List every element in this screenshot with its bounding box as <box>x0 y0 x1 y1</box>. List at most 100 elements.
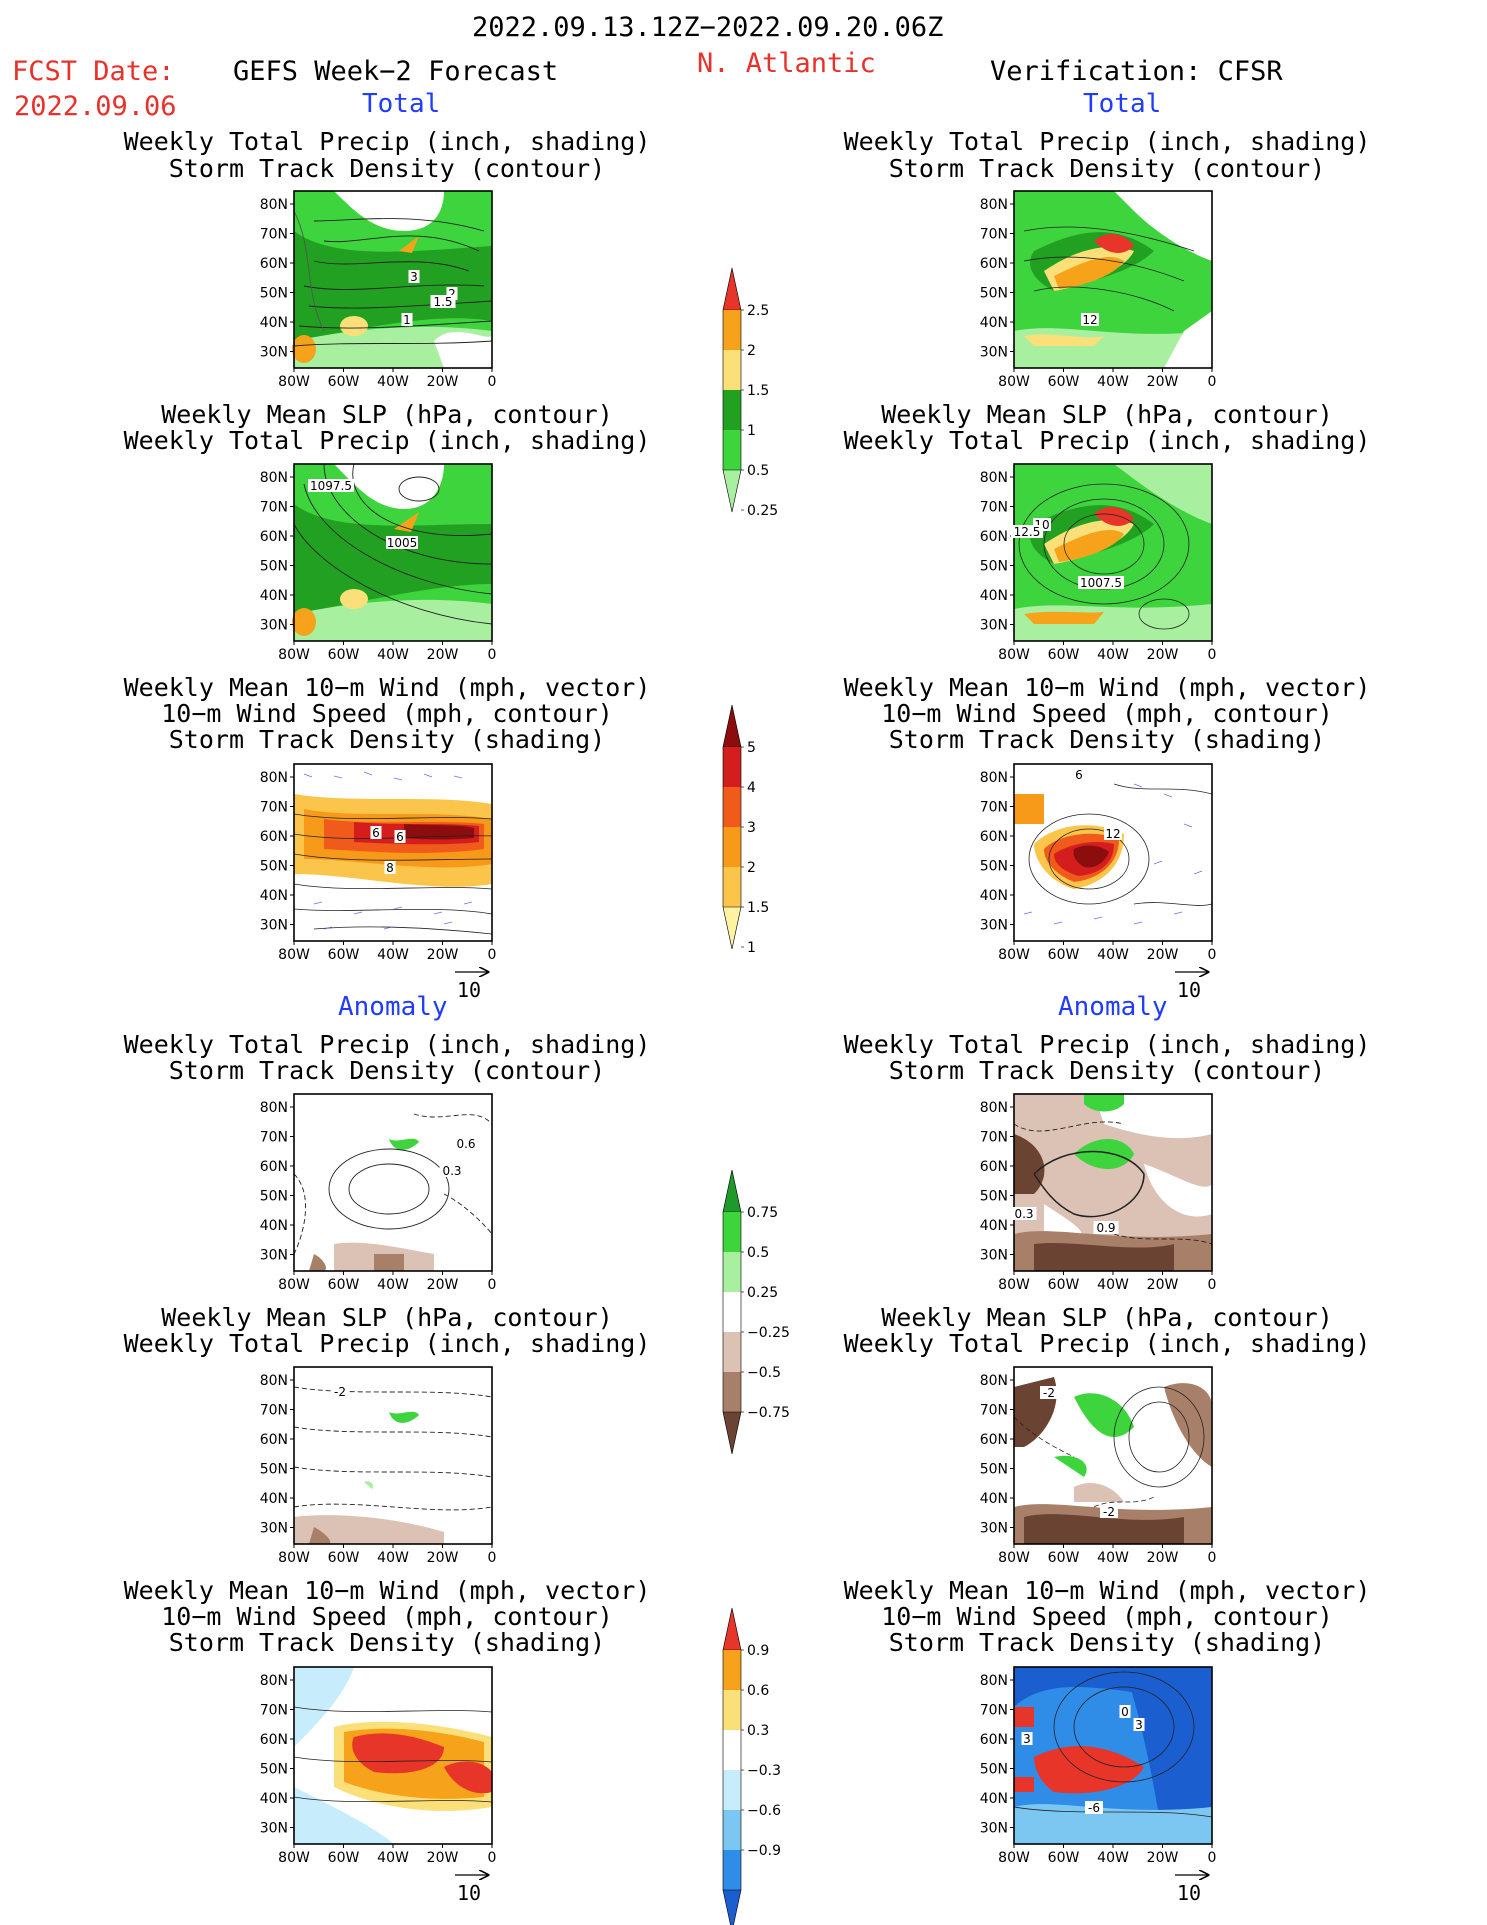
contour-label: 6 <box>394 830 406 844</box>
lat-tick-label: 80N <box>260 1100 288 1116</box>
colorbar-segment <box>723 1770 741 1810</box>
lon-tick-label: 60W <box>328 647 360 663</box>
map-axes: 80N 70N 60N 50N 40N 30N 80W 60W 40W 20W 0 <box>980 763 1217 963</box>
colorbar-tip <box>722 469 742 513</box>
svg-text:-2: -2 <box>1103 1505 1115 1519</box>
colorbar-label: 0.5 <box>747 463 769 479</box>
colorbar-storm-track-anomaly: 0.9 0.6 0.3 −0.3 −0.6 −0.9 <box>722 1607 781 1925</box>
colorbar-segment <box>723 350 741 390</box>
lon-tick-label: 40W <box>377 1850 409 1866</box>
lon-tick-label: 20W <box>1147 1550 1179 1566</box>
lat-tick-label: 60N <box>260 1732 288 1748</box>
lon-tick-label: 40W <box>377 647 409 663</box>
lat-tick-label: 50N <box>260 286 288 302</box>
colorbar-segment <box>723 1372 741 1412</box>
section-total-left: Total <box>362 89 441 119</box>
lat-tick-label: 30N <box>260 618 288 634</box>
lon-tick-label: 60W <box>328 1850 360 1866</box>
lon-tick-label: 80W <box>998 947 1030 963</box>
lat-tick-label: 70N <box>980 1403 1008 1419</box>
lat-tick-label: 80N <box>260 770 288 786</box>
lat-tick-label: 40N <box>980 588 1008 604</box>
colorbar-segment <box>723 390 741 430</box>
colorbar-tip <box>722 1607 742 1651</box>
colorbar-label: 0.9 <box>747 1643 769 1659</box>
svg-text:0: 0 <box>1121 1705 1129 1719</box>
lon-tick-label: 80W <box>278 1850 310 1866</box>
colorbar-segment <box>723 867 741 907</box>
svg-text:1.5: 1.5 <box>433 295 452 309</box>
map-axes: 80N 70N 60N 50N 40N 30N 80W 60W 40W 20W 0 <box>260 763 497 963</box>
lon-tick-label: 20W <box>427 647 459 663</box>
lat-tick-label: 30N <box>260 918 288 934</box>
colorbar-label: −0.5 <box>747 1365 781 1381</box>
colorbar-label: 1 <box>747 940 756 956</box>
colorbar-label: 0.75 <box>747 1205 778 1221</box>
lat-tick-label: 40N <box>260 1218 288 1234</box>
contour-label: 8 <box>384 861 396 875</box>
lon-tick-label: 0 <box>1208 1277 1217 1293</box>
lat-tick-label: 50N <box>260 1462 288 1478</box>
lon-tick-label: 0 <box>1208 947 1217 963</box>
contour-label: -2 <box>1040 1386 1058 1400</box>
colorbar-segment <box>723 1850 741 1890</box>
svg-text:3: 3 <box>1023 1732 1031 1746</box>
svg-text:1005: 1005 <box>387 536 418 550</box>
lat-tick-label: 40N <box>980 315 1008 331</box>
colorbar-precip-anomaly: 0.75 0.5 0.25 −0.25 −0.5 −0.75 <box>722 1169 790 1455</box>
lat-tick-label: 60N <box>980 1732 1008 1748</box>
svg-text:12.5: 12.5 <box>1014 525 1041 539</box>
lat-tick-label: 40N <box>260 588 288 604</box>
lat-tick-label: 30N <box>980 918 1008 934</box>
lat-tick-label: 70N <box>980 800 1008 816</box>
lat-tick-label: 30N <box>980 1821 1008 1837</box>
lat-tick-label: 40N <box>980 1791 1008 1807</box>
colorbar-segment <box>723 1212 741 1252</box>
lon-tick-label: 20W <box>427 947 459 963</box>
colorbar-tip <box>722 267 742 311</box>
map-fc-slp-precip <box>292 464 492 641</box>
lat-tick-label: 60N <box>260 1159 288 1175</box>
map-ver-wind-track <box>1014 764 1212 941</box>
colorbar-precip: 2.5 2 1.5 1 0.5 0.25 <box>722 267 778 519</box>
svg-text:1007.5: 1007.5 <box>1080 576 1122 590</box>
lon-tick-label: 80W <box>998 1277 1030 1293</box>
lat-tick-label: 80N <box>260 1373 288 1389</box>
map-axes: 80N 70N 60N 50N 40N 30N 80W 60W 40W 20W 0 <box>260 1366 496 1566</box>
lat-tick-label: 40N <box>260 1491 288 1507</box>
lon-tick-label: 60W <box>1048 1550 1080 1566</box>
lat-tick-label: 80N <box>260 1673 288 1689</box>
svg-text:-2: -2 <box>1043 1386 1055 1400</box>
svg-text:1: 1 <box>403 313 411 327</box>
colorbar-label: −0.3 <box>747 1763 781 1779</box>
lon-tick-label: 40W <box>377 947 409 963</box>
lat-tick-label: 50N <box>260 859 288 875</box>
svg-text:12: 12 <box>1082 313 1097 327</box>
lon-tick-label: 80W <box>278 374 310 390</box>
lat-tick-label: 70N <box>260 800 288 816</box>
lat-tick-label: 80N <box>980 1100 1008 1116</box>
lon-tick-label: 20W <box>427 1277 459 1293</box>
map-axes: 80N 70N 60N 50N 40N 30N 80W 60W 40W 20W 0 <box>980 463 1216 663</box>
lat-tick-label: 60N <box>260 256 288 272</box>
contour-label: 0 <box>1119 1705 1131 1719</box>
lat-tick-label: 40N <box>980 1218 1008 1234</box>
colorbar-label: 4 <box>747 780 756 796</box>
lon-tick-label: 60W <box>328 1550 360 1566</box>
map-ver-precip-track <box>1014 191 1212 368</box>
svg-text:3: 3 <box>1135 1718 1143 1732</box>
contour-label: -2 <box>1100 1505 1118 1519</box>
colorbar-segment <box>723 1810 741 1850</box>
contour-label: 2 <box>446 287 458 301</box>
fcst-date-label: FCST Date: <box>12 56 175 87</box>
verification-title: Verification: CFSR <box>990 56 1283 87</box>
colorbar-label: 0.5 <box>747 1245 769 1261</box>
lon-tick-label: 0 <box>488 947 497 963</box>
lon-tick-label: 40W <box>377 1277 409 1293</box>
map-ver-anom-wind-track <box>1014 1667 1212 1844</box>
lon-tick-label: 20W <box>427 374 459 390</box>
colorbar-label: 0.6 <box>747 1683 769 1699</box>
lon-tick-label: 0 <box>488 1850 497 1866</box>
lon-tick-label: 0 <box>1208 1850 1217 1866</box>
fcst-date-value: 2022.09.06 <box>14 91 177 122</box>
